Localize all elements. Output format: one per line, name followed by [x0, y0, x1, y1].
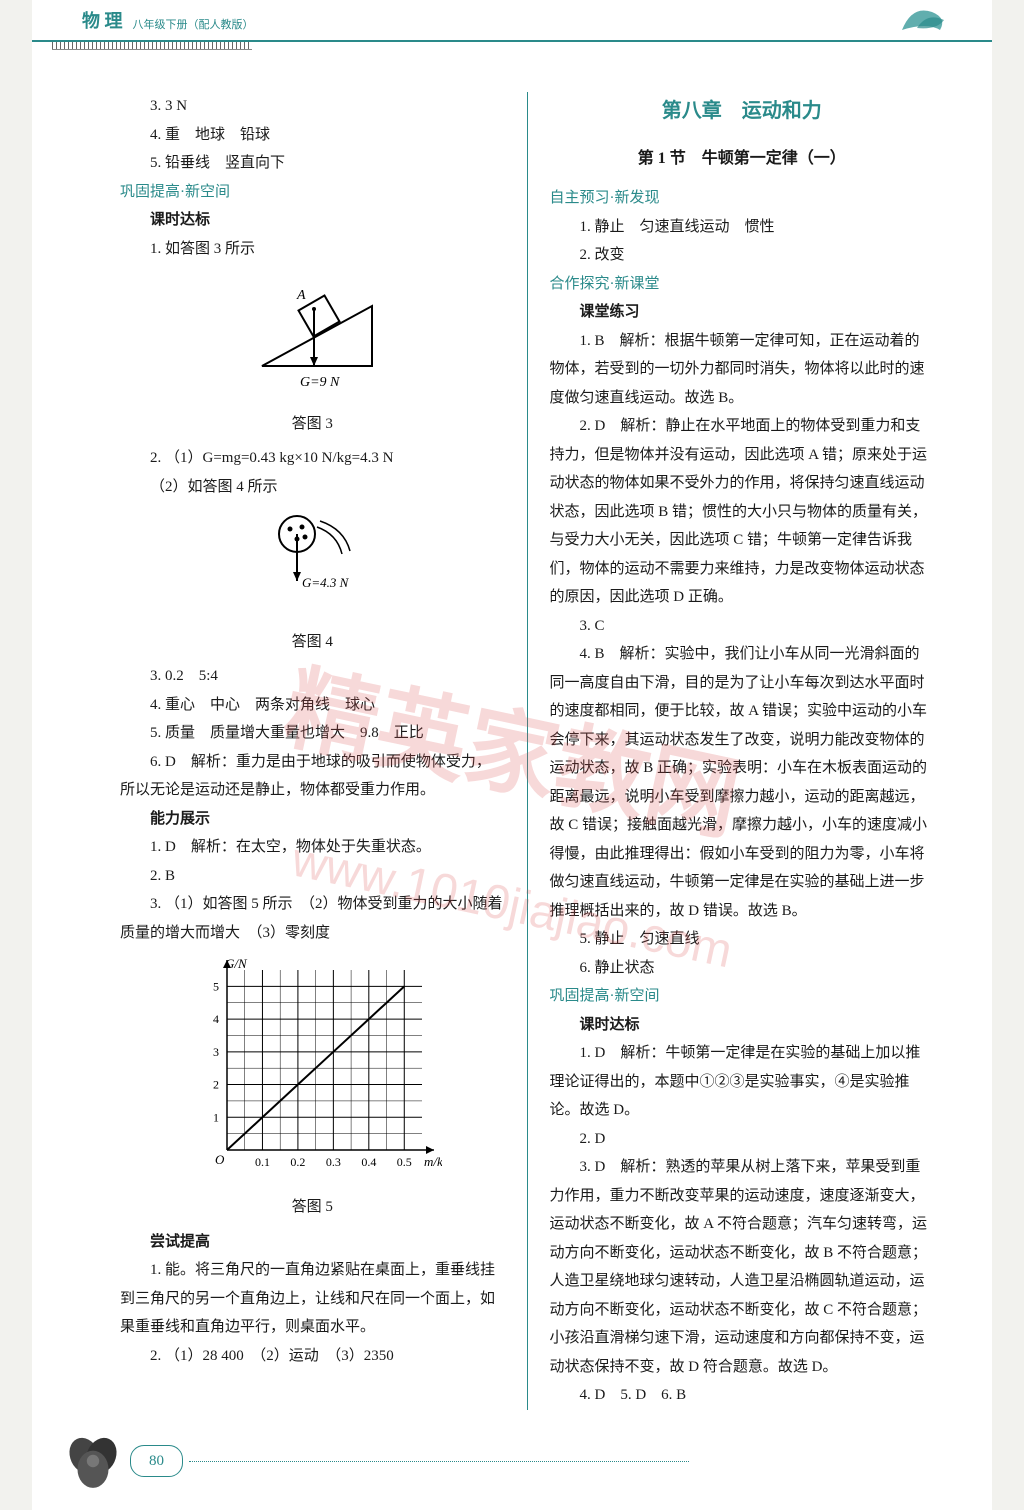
- page: 物 理 八年级下册（配人教版） 精英家教网 www.1010jiajiao.co…: [32, 0, 992, 1510]
- answer-line: 4. B 解析：实验中，我们让小车从同一光滑斜面的同一高度自由下滑，目的是为了让…: [550, 640, 935, 925]
- answer-line: 4. 重心 中心 两条对角线 球心: [120, 691, 505, 720]
- right-column: 第八章 运动和力 第 1 节 牛顿第一定律（一） 自主预习·新发现 1. 静止 …: [528, 92, 953, 1410]
- svg-text:1: 1: [213, 1110, 219, 1124]
- answer-line: 4. 重 地球 铅球: [120, 121, 505, 150]
- svg-text:0.3: 0.3: [326, 1155, 341, 1169]
- flower-icon: [62, 1430, 124, 1492]
- svg-text:5: 5: [213, 979, 219, 993]
- answer-line: 2. D 解析：静止在水平地面上的物体受到重力和支持力，但是物体并没有运动，因此…: [550, 412, 935, 612]
- svg-text:m/kg: m/kg: [424, 1154, 442, 1169]
- leaf-icon: [892, 0, 952, 35]
- page-header: 物 理 八年级下册（配人教版）: [32, 0, 992, 42]
- figure-caption: 答图 3: [120, 410, 505, 439]
- answer-line: 2. B: [120, 862, 505, 891]
- svg-text:G=4.3 N: G=4.3 N: [302, 575, 350, 590]
- ruler-decoration: [52, 42, 252, 50]
- figure-4: G=4.3 N: [120, 509, 505, 620]
- content-columns: 3. 3 N 4. 重 地球 铅球 5. 铅垂线 竖直向下 巩固提高·新空间 课…: [32, 42, 992, 1440]
- subsection-heading: 能力展示: [120, 805, 505, 834]
- subject-title: 物 理: [82, 4, 123, 38]
- answer-line: 5. 质量 质量增大重量也增大 9.8 正比: [120, 719, 505, 748]
- answer-line: 4. D 5. D 6. B: [550, 1381, 935, 1410]
- svg-text:0.4: 0.4: [362, 1155, 377, 1169]
- answer-line: 3. 0.2 5:4: [120, 662, 505, 691]
- fig3-label-a: A: [296, 288, 306, 303]
- answer-line: 3. C: [550, 612, 935, 641]
- page-number: 80: [130, 1445, 183, 1478]
- grade-label: 八年级下册（配人教版）: [133, 15, 254, 38]
- svg-text:G/N: G/N: [225, 956, 248, 971]
- answer-line: 3. （1）如答图 5 所示 （2）物体受到重力的大小随着质量的增大而增大 （3…: [120, 890, 505, 947]
- answer-line: 5. 铅垂线 竖直向下: [120, 149, 505, 178]
- figure-3: A G=9 N: [120, 271, 505, 402]
- section-title: 第 1 节 牛顿第一定律（一）: [550, 144, 935, 174]
- answer-line: 2. （1）G=mg=0.43 kg×10 N/kg=4.3 N: [120, 444, 505, 473]
- answer-line: 2. 改变: [550, 241, 935, 270]
- svg-text:0.1: 0.1: [255, 1155, 270, 1169]
- svg-text:3: 3: [213, 1045, 219, 1059]
- subsection-heading: 课时达标: [550, 1011, 935, 1040]
- subsection-heading: 尝试提高: [120, 1228, 505, 1257]
- answer-line: 1. D 解析：在太空，物体处于失重状态。: [120, 833, 505, 862]
- section-heading: 巩固提高·新空间: [550, 982, 935, 1011]
- answer-line: （2）如答图 4 所示: [120, 473, 505, 502]
- fig3-label-g: G=9 N: [300, 375, 340, 390]
- figure-5-chart: 0.1 0.2 0.3 0.4 0.5 1 2 3 4 5 Om/kg G/N: [120, 955, 505, 1185]
- chapter-title: 第八章 运动和力: [550, 92, 935, 130]
- answer-line: 3. D 解析：熟透的苹果从树上落下来，苹果受到重力作用，重力不断改变苹果的运动…: [550, 1153, 935, 1381]
- svg-text:2: 2: [213, 1078, 219, 1092]
- figure-caption: 答图 5: [120, 1193, 505, 1222]
- answer-line: 1. 如答图 3 所示: [120, 235, 505, 264]
- page-footer: 80: [62, 1430, 689, 1492]
- svg-text:0.5: 0.5: [397, 1155, 412, 1169]
- section-heading: 巩固提高·新空间: [120, 178, 505, 207]
- answer-line: 1. D 解析：牛顿第一定律是在实验的基础上加以推理论证得出的，本题中①②③是实…: [550, 1039, 935, 1125]
- subsection-heading: 课时达标: [120, 206, 505, 235]
- dotted-line: [189, 1461, 689, 1462]
- answer-line: 1. 静止 匀速直线运动 惯性: [550, 213, 935, 242]
- answer-line: 2. （1）28 400 （2）运动 （3）2350: [120, 1342, 505, 1371]
- answer-line: 2. D: [550, 1125, 935, 1154]
- left-column: 3. 3 N 4. 重 地球 铅球 5. 铅垂线 竖直向下 巩固提高·新空间 课…: [102, 92, 528, 1410]
- answer-line: 1. 能。将三角尺的一直角边紧贴在桌面上，重垂线挂到三角尺的另一个直角边上，让线…: [120, 1256, 505, 1342]
- svg-text:4: 4: [213, 1012, 219, 1026]
- subsection-heading: 课堂练习: [550, 298, 935, 327]
- svg-text:O: O: [215, 1152, 225, 1167]
- answer-line: 1. B 解析：根据牛顿第一定律可知，正在运动着的物体，若受到的一切外力都同时消…: [550, 327, 935, 413]
- section-heading: 合作探究·新课堂: [550, 270, 935, 299]
- svg-text:0.2: 0.2: [291, 1155, 306, 1169]
- figure-caption: 答图 4: [120, 628, 505, 657]
- section-heading: 自主预习·新发现: [550, 184, 935, 213]
- answer-line: 6. D 解析：重力是由于地球的吸引而使物体受力，所以无论是运动还是静止，物体都…: [120, 748, 505, 805]
- answer-line: 5. 静止 匀速直线: [550, 925, 935, 954]
- answer-line: 3. 3 N: [120, 92, 505, 121]
- answer-line: 6. 静止状态: [550, 954, 935, 983]
